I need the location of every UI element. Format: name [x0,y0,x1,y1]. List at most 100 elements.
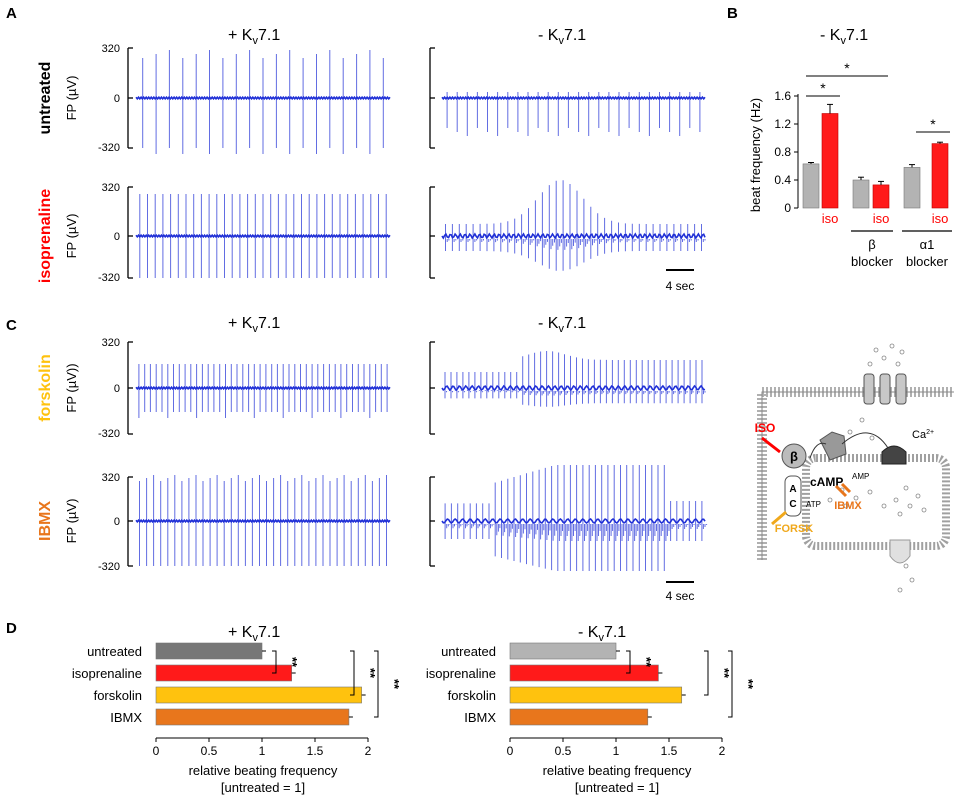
trace-axes [127,47,435,567]
iso-arrow [761,436,781,454]
panel-d-right-bar-0 [509,642,617,660]
ytick-untreated-0: 0 [114,93,120,105]
trace-baseline-iso-minus [441,232,706,240]
scale-bar-label-A: 4 sec [666,279,695,293]
panel-d-right-category-2: forskolin [448,688,496,703]
panel-d-left-sig-1: ** [363,668,378,679]
panel-b-chart: - Kv7.1 beat frequency (Hz) 0 0.4 0.8 1.2 1.… [748,27,952,269]
panel-d-right-xlabel2: [untreated = 1] [575,780,659,795]
panel-d-left-bar-3 [155,708,350,726]
ion-channel-3 [895,373,907,405]
ytick-iso-neg320: -320 [98,272,120,284]
panel-d-left-bar-2 [155,686,362,704]
trace-spikes-iso-plus [139,194,387,278]
panel-letter-d: D [6,620,17,637]
panel-d-left-sig-0: ** [285,657,300,668]
trace-spikes-untreated-plus [142,50,384,154]
panel-d-right-xtick-label-1: 0.5 [555,744,572,758]
panel-d-right-bar-3 [509,708,649,726]
panel-b-xlabel-1: iso [822,211,839,226]
signaling-diagram: β A C ISO cAMP AMP ATP IBMX FORSK Ca2+ [755,343,954,593]
panel-d-left-xtick-label-2: 1 [259,744,266,758]
panel-d-left-xtick-label-3: 1.5 [307,744,324,758]
row-label-ibmx: IBMX [37,501,54,541]
trace-baseline-untreated-minus [441,95,706,101]
panel-b-ytick-label-1: 0.4 [774,173,791,187]
panel-b-title: - Kv7.1 [820,27,868,47]
adenylate-cyclase [784,475,802,517]
row-label-forskolin: forskolin [37,354,54,422]
trace-iso-minus [441,180,706,271]
panel-b-ylabel: beat frequency (Hz) [748,98,763,212]
panel-d-left-bar-0 [155,642,263,660]
panel-d-right-category-3: IBMX [464,710,496,725]
ytick-untreated-neg320: -320 [98,142,120,154]
beta-label: β [790,449,798,464]
panel-d-left-category-1: isoprenaline [72,666,142,681]
panel-d-left-chart: + Kv7.1 relative beating frequency [untr… [72,624,402,795]
trace-spikes-ibmx-plus [139,475,387,566]
panel-d-right-xtick-label-4: 2 [719,744,726,758]
panel-b-bar-5 [931,143,949,209]
panel-b-bar-3 [872,184,890,209]
calcium-particles [827,343,927,593]
y-label-forskolin: FP (µV)) [64,363,79,412]
panel-letter-a: A [6,5,17,22]
amp-label: AMP [852,472,869,481]
ion-channel-1 [863,373,875,405]
forsk-label: FORSK [775,523,814,535]
ytick-forsk-0: 0 [114,383,120,395]
header-plus-kv71-A: + Kv7.1 [228,27,280,47]
panel-b-ytick-label-3: 1.2 [774,117,791,131]
panel-b-xlabel-5: iso [932,211,949,226]
trace-spikes-ibmx-minus [444,465,708,571]
trace-baseline-forsk-minus [441,384,706,392]
panel-d-left-sig-bracket-0 [272,650,277,674]
trace-forsk-plus [135,364,391,418]
panel-b-group-label2-0: blocker [851,254,894,269]
panel-letter-c: C [6,317,17,334]
ac-label-a: A [789,484,796,495]
row-label-isoprenaline: isoprenaline [37,189,54,283]
trace-spikes-iso-minus [445,180,706,271]
header-minus-kv71-C: - Kv7.1 [538,315,586,335]
panel-b-group-label2-1: blocker [906,254,949,269]
panel-d-right-xlabel: relative beating frequency [543,763,692,778]
trace-ytick-labels: 320 0 -320 320 0 -320 320 0 -320 320 0 -… [98,43,120,573]
trace-iso-plus [135,194,391,278]
panel-d-left-sig-2: ** [387,679,402,690]
panel-b-ytick-label-2: 0.8 [774,145,791,159]
panel-b-ytick-label-4: 1.6 [774,89,791,103]
ryanodine-receptor [881,445,907,465]
panel-b-group-label1-0: β [868,237,875,252]
panel-d-right-category-0: untreated [441,644,496,659]
panel-d-right-xtick-label-2: 1 [613,744,620,758]
trace-untreated-minus [441,92,706,136]
atp-label: ATP [806,500,821,509]
ytick-forsk-320: 320 [102,337,120,349]
panel-d-left-title: + Kv7.1 [228,624,280,644]
row-label-untreated: untreated [37,62,54,135]
ytick-ibmx-320: 320 [102,472,120,484]
trace-forsk-minus [441,351,706,407]
serca-pump [889,539,911,564]
y-label-ibmx: FP (µV) [64,499,79,544]
trace-baseline-ibmx-minus [441,517,706,525]
panel-d-right-category-1: isoprenaline [426,666,496,681]
panel-d-left-bar-1 [155,664,292,682]
signal-arrows [809,432,889,459]
panel-d-left-category-2: forskolin [94,688,142,703]
iso-label: ISO [755,421,776,435]
trace-baseline-ibmx-plus [135,518,391,524]
panel-d-right-sig-bracket-2 [728,650,733,718]
panel-b-bar-0 [802,163,820,209]
panel-b-ytick-label-0: 0 [784,201,791,215]
y-label-isoprenaline: FP (µV) [64,214,79,259]
scale-bar-label-C: 4 sec [666,589,695,603]
ion-channel-2 [879,373,891,405]
ytick-iso-320: 320 [102,182,120,194]
ytick-iso-0: 0 [114,231,120,243]
panel-d-right-xtick-label-0: 0 [507,744,514,758]
panel-d-right-bar-1 [509,664,659,682]
